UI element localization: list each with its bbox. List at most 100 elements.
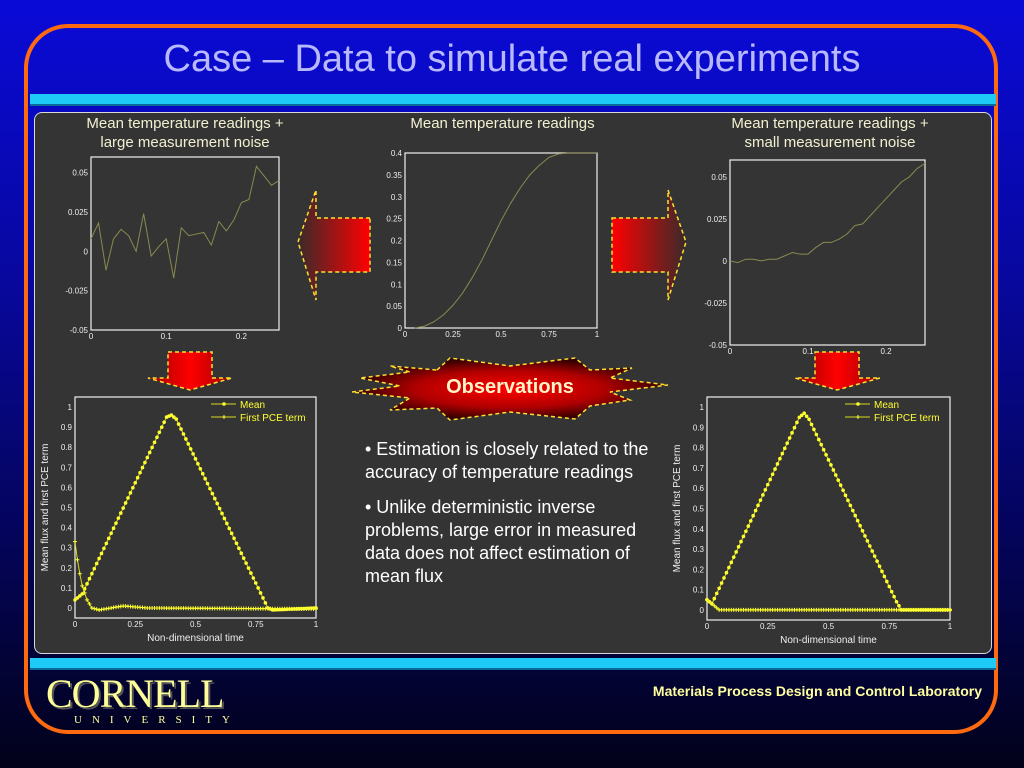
data-point-mean — [846, 498, 850, 503]
y-tick-label: 0.3 — [391, 193, 403, 202]
data-point-mean — [880, 569, 884, 574]
data-point-mean — [176, 422, 181, 426]
data-point-pce — [80, 583, 85, 588]
y-tick-label: 0.4 — [61, 524, 73, 533]
data-point-mean — [75, 596, 80, 600]
x-tick-label: 0.5 — [823, 622, 835, 631]
data-point-mean — [863, 534, 867, 538]
legend-label: First PCE term — [874, 413, 940, 424]
data-point-mean — [819, 442, 824, 447]
arrow-down-right-icon — [794, 351, 881, 391]
data-point-mean — [184, 437, 188, 441]
data-point-mean — [111, 526, 116, 531]
bullet-item: • Estimation is closely related to the a… — [365, 439, 649, 482]
data-point-mean — [217, 506, 222, 511]
y-tick-label: 0.35 — [386, 171, 402, 180]
data-point-mean — [714, 591, 719, 596]
data-point-mean — [870, 549, 875, 553]
data-point-mean — [229, 531, 234, 536]
data-point-mean — [85, 581, 89, 586]
data-point-mean — [799, 413, 804, 418]
data-point-mean — [785, 441, 789, 445]
data-point-mean — [114, 521, 118, 525]
x-tick-label: 0.1 — [161, 332, 173, 341]
data-point-mean — [157, 430, 162, 435]
data-point-mean — [126, 496, 130, 500]
series-line-exact — [414, 152, 597, 329]
lab-name: Materials Process Design and Control Lab… — [652, 683, 982, 699]
data-point-mean — [208, 486, 212, 491]
cornell-logo-subtitle: UNIVERSITY — [74, 714, 240, 726]
data-point-mean — [147, 450, 152, 455]
arrow-right-icon — [611, 189, 687, 301]
y-tick-label: 0 — [723, 257, 728, 266]
data-point-pce — [712, 603, 717, 608]
chart-svg: 0 0.25 0.5 0.75 1 0 0.1 0.2 0.3 0.4 0.5 0.6 0.7 0.8 0.… — [40, 396, 319, 644]
data-point-mean — [889, 589, 894, 594]
y-tick-label: 0.4 — [391, 149, 403, 158]
y-tick-label: 1 — [68, 403, 73, 412]
y-tick-label: 0.5 — [693, 505, 705, 514]
x-tick-label: 0.2 — [236, 332, 248, 341]
chart-title-large-noise: Mean temperature readings + large measur… — [86, 115, 284, 151]
x-tick-label: 0.25 — [760, 622, 776, 631]
data-point-mean — [145, 455, 150, 460]
legend-marker — [856, 415, 860, 419]
x-tick-label: 0 — [403, 330, 408, 339]
data-point-mean — [802, 411, 806, 416]
data-point-mean — [739, 539, 743, 544]
data-point-mean — [222, 516, 227, 521]
data-point-mean — [729, 560, 734, 565]
data-point-mean — [812, 427, 816, 432]
data-point-mean — [109, 531, 113, 536]
data-point-mean — [94, 561, 99, 566]
data-point-mean — [92, 566, 97, 571]
data-point-mean — [237, 546, 241, 551]
data-point-pce — [707, 599, 712, 604]
data-point-mean — [758, 498, 763, 502]
data-point-pce — [94, 607, 99, 612]
data-point-mean — [133, 480, 138, 485]
data-point-mean — [210, 491, 215, 496]
data-point-mean — [761, 493, 765, 497]
data-point-mean — [196, 462, 200, 466]
data-point-mean — [155, 435, 159, 440]
y-tick-label: 0.05 — [711, 173, 727, 182]
data-point-mean — [838, 483, 843, 487]
data-point-mean — [746, 524, 751, 528]
data-point-mean — [191, 452, 195, 456]
data-point-mean — [736, 544, 741, 549]
data-point-pce — [73, 539, 77, 544]
observations-starburst — [351, 357, 669, 421]
data-point-mean — [814, 432, 819, 437]
data-point-mean — [841, 488, 845, 493]
y-tick-label: -0.05 — [70, 326, 89, 335]
chart-small-noise: 0 0.1 0.2 -0.05 -0.025 0 0.025 0.05 — [704, 159, 926, 356]
data-point-pce — [89, 605, 94, 610]
data-point-mean — [790, 431, 794, 435]
data-point-mean — [853, 513, 858, 518]
series-line-small-noise — [729, 162, 926, 264]
plot-area — [90, 156, 280, 331]
data-point-mean — [892, 594, 896, 599]
top-divider-bar — [30, 94, 996, 106]
data-point-pce — [714, 605, 719, 610]
series-line-noisy — [90, 165, 280, 279]
data-point-mean — [875, 559, 879, 564]
data-point-mean — [763, 488, 768, 492]
legend-marker — [222, 402, 226, 406]
data-point-mean — [821, 447, 826, 452]
data-point-mean — [138, 470, 142, 475]
data-point-mean — [807, 417, 811, 422]
data-point-mean — [860, 529, 865, 533]
data-point-mean — [174, 417, 179, 421]
data-point-mean — [106, 536, 111, 541]
y-tick-label: 0.6 — [693, 484, 705, 493]
data-point-mean — [152, 440, 157, 445]
data-point-mean — [872, 554, 877, 558]
y-tick-label: 0 — [68, 604, 73, 613]
data-point-mean — [741, 534, 746, 539]
data-point-mean — [816, 437, 821, 442]
data-point-pce — [85, 597, 90, 602]
x-tick-label: 0.5 — [495, 330, 507, 339]
